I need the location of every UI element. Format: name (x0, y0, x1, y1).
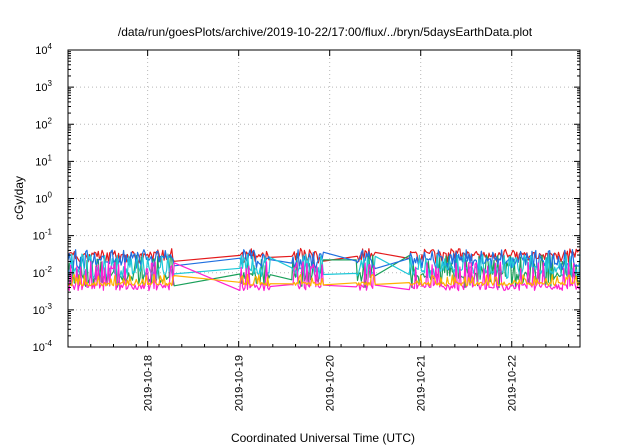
y-tick-label: 100 (35, 191, 52, 206)
series-line (67, 273, 581, 287)
y-tick-label: 102 (35, 116, 52, 131)
series-group (67, 247, 581, 292)
y-tick-label: 10-1 (33, 228, 53, 243)
series-line (67, 261, 581, 292)
y-tick-label: 104 (35, 42, 52, 57)
y-tick-label: 10-3 (33, 302, 53, 317)
plot-frame (67, 49, 581, 348)
x-tick-label: 2019-10-21 (416, 355, 428, 411)
y-tick-label: 103 (35, 79, 52, 94)
x-tick-label: 2019-10-18 (143, 355, 155, 411)
y-tick-label: 10-2 (33, 265, 53, 280)
y-axis-label: cGy/day (12, 176, 26, 220)
grid (68, 50, 580, 347)
y-tick-label: 101 (35, 153, 52, 168)
y-tick-label: 10-4 (33, 339, 53, 354)
x-tick-label: 2019-10-19 (234, 355, 246, 411)
x-tick-label: 2019-10-20 (325, 355, 337, 411)
chart-title: /data/run/goesPlots/archive/2019-10-22/1… (118, 25, 533, 39)
tick-group: 10-4 10-3 10-2 10-1 100 101 102 103 104 2019-10-1… (33, 42, 580, 411)
x-tick-label: 2019-10-22 (507, 355, 519, 411)
x-axis-label: Coordinated Universal Time (UTC) (231, 431, 415, 445)
